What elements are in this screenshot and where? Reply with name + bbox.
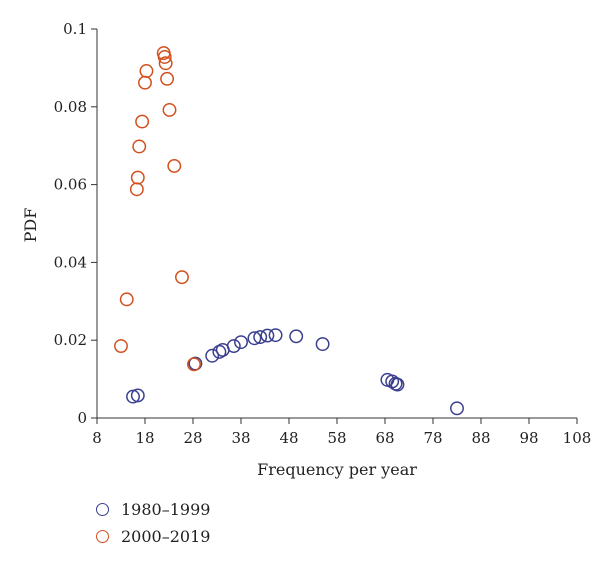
legend-label: 2000–2019 [121, 527, 211, 546]
y-tick-label: 0.04 [54, 253, 87, 271]
data-point-series-1 [135, 114, 150, 129]
data-points [114, 46, 464, 416]
legend-label: 1980–1999 [121, 500, 211, 519]
data-point-series-1 [158, 56, 173, 71]
data-point-series-1 [187, 357, 201, 372]
data-point-series-0 [315, 337, 330, 352]
data-point-series-0 [126, 389, 140, 404]
data-point-series-0 [234, 335, 248, 350]
data-point-series-0 [253, 330, 268, 345]
y-tick-label: 0 [77, 409, 87, 427]
data-point-series-0 [390, 377, 405, 392]
x-tick-label: 108 [563, 429, 592, 447]
data-point-series-0 [205, 348, 220, 363]
data-point-series-1 [132, 139, 147, 154]
data-point-series-0 [450, 401, 464, 416]
data-point-series-0 [268, 328, 283, 343]
data-point-series-1 [114, 339, 128, 353]
data-point-series-1 [162, 102, 177, 117]
legend-marker-circle-icon [96, 530, 109, 543]
data-point-series-0 [260, 328, 275, 343]
data-point-series-1 [139, 64, 154, 78]
x-tick-label: 98 [519, 429, 538, 447]
x-axis-title: Frequency per year [257, 460, 417, 479]
x-tick-label: 38 [231, 429, 250, 447]
data-point-series-1 [157, 50, 172, 64]
data-point-series-1 [175, 270, 189, 285]
legend-item-1980-1999: 1980–1999 [96, 496, 210, 523]
data-point-series-0 [130, 388, 145, 403]
data-point-series-1 [167, 158, 182, 173]
plot-area [96, 29, 577, 419]
x-tick-label: 88 [471, 429, 490, 447]
data-point-series-0 [289, 329, 304, 344]
legend: 1980–1999 2000–2019 [96, 496, 210, 550]
data-point-series-0 [212, 344, 227, 359]
x-tick-label: 58 [327, 429, 346, 447]
x-tick-label: 68 [375, 429, 394, 447]
data-point-series-1 [119, 292, 134, 307]
data-point-series-1 [129, 182, 144, 197]
data-point-series-1 [160, 71, 175, 86]
legend-item-2000-2019: 2000–2019 [96, 523, 210, 550]
y-axis-title: PDF [21, 208, 40, 243]
data-point-series-1 [138, 75, 152, 90]
y-tick-label: 0.06 [54, 176, 87, 194]
data-point-series-1 [130, 170, 145, 185]
x-tick-label: 18 [135, 429, 154, 447]
x-tick-label: 8 [92, 429, 102, 447]
data-point-series-0 [247, 331, 262, 346]
data-point-series-0 [226, 339, 241, 353]
x-tick-label: 78 [423, 429, 442, 447]
x-tick-label: 28 [183, 429, 202, 447]
y-tick-label: 0.08 [54, 98, 87, 116]
y-tick-label: 0.02 [54, 331, 87, 349]
x-tick-label: 48 [279, 429, 298, 447]
x-axis-ticks: 8 18 28 38 48 58 68 78 88 98 108 [92, 418, 591, 447]
y-axis-ticks: 0 0.02 0.04 0.06 0.08 0.1 [54, 20, 97, 427]
scatter-chart: 8 18 28 38 48 58 68 78 88 98 108 0 0.02 0.04 0.06 0.08… [21, 20, 591, 479]
y-tick-label: 0.1 [63, 20, 87, 38]
legend-marker-circle-icon [96, 503, 109, 516]
